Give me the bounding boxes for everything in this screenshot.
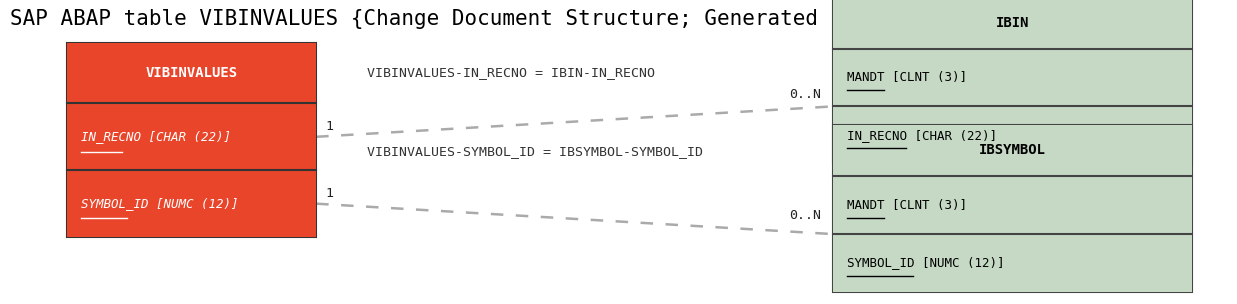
Text: VIBINVALUES-IN_RECNO = IBIN-IN_RECNO: VIBINVALUES-IN_RECNO = IBIN-IN_RECNO <box>366 67 654 79</box>
Text: VIBINVALUES: VIBINVALUES <box>146 66 238 80</box>
Bar <box>833 176 1191 234</box>
Text: 1: 1 <box>325 120 334 133</box>
Text: MANDT [CLNT (3)]: MANDT [CLNT (3)] <box>847 71 967 84</box>
Bar <box>833 234 1191 292</box>
Bar <box>833 125 1191 176</box>
Bar <box>67 103 317 170</box>
Text: IN_RECNO [CHAR (22)]: IN_RECNO [CHAR (22)] <box>847 129 997 142</box>
Bar <box>833 0 1191 49</box>
Text: IN_RECNO [CHAR (22)]: IN_RECNO [CHAR (22)] <box>82 130 231 143</box>
Text: SYMBOL_ID [NUMC (12)]: SYMBOL_ID [NUMC (12)] <box>847 257 1004 269</box>
Bar <box>67 43 317 237</box>
Text: VIBINVALUES-SYMBOL_ID = IBSYMBOL-SYMBOL_ID: VIBINVALUES-SYMBOL_ID = IBSYMBOL-SYMBOL_… <box>367 146 703 158</box>
Text: 0..N: 0..N <box>789 88 820 101</box>
Text: SYMBOL_ID [NUMC (12)]: SYMBOL_ID [NUMC (12)] <box>82 197 239 210</box>
Text: IBIN: IBIN <box>996 16 1029 30</box>
Bar <box>833 49 1191 106</box>
Bar <box>67 170 317 237</box>
Bar <box>833 0 1191 164</box>
Text: 1: 1 <box>325 187 334 199</box>
Bar <box>833 106 1191 164</box>
Bar <box>833 125 1191 292</box>
Bar <box>67 43 317 103</box>
Text: SAP ABAP table VIBINVALUES {Change Document Structure; Generated by RSSCD000}: SAP ABAP table VIBINVALUES {Change Docum… <box>10 9 982 29</box>
Text: 0..N: 0..N <box>789 209 820 222</box>
Text: IBSYMBOL: IBSYMBOL <box>978 143 1045 157</box>
Text: MANDT [CLNT (3)]: MANDT [CLNT (3)] <box>847 199 967 212</box>
